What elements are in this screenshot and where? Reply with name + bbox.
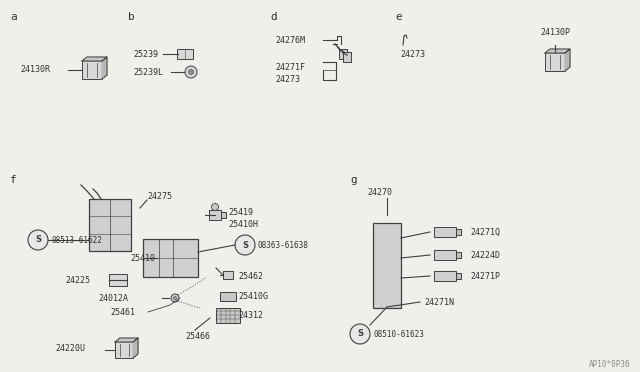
- Bar: [373, 222, 401, 308]
- Text: 24012A: 24012A: [98, 294, 128, 303]
- Text: 08510-61623: 08510-61623: [374, 330, 425, 339]
- Bar: [177, 49, 193, 59]
- Bar: [545, 53, 565, 71]
- Text: S: S: [357, 330, 363, 339]
- Bar: [343, 52, 351, 62]
- Bar: [221, 212, 226, 218]
- Bar: [209, 210, 221, 220]
- Text: S: S: [242, 241, 248, 250]
- Bar: [82, 61, 102, 79]
- Text: 24220U: 24220U: [55, 344, 85, 353]
- Polygon shape: [82, 57, 107, 61]
- Text: 24270: 24270: [367, 188, 392, 197]
- Bar: [89, 199, 131, 251]
- Bar: [434, 227, 456, 237]
- Bar: [434, 250, 456, 260]
- Text: 24273: 24273: [275, 75, 300, 84]
- Circle shape: [171, 294, 179, 302]
- Text: 24273: 24273: [400, 50, 425, 59]
- Text: 24312: 24312: [238, 311, 263, 320]
- Bar: [456, 229, 461, 235]
- Bar: [109, 274, 127, 286]
- Text: b: b: [128, 12, 135, 22]
- Bar: [223, 271, 233, 279]
- Polygon shape: [102, 57, 107, 79]
- Text: 25410H: 25410H: [228, 220, 258, 229]
- Text: 24224D: 24224D: [470, 251, 500, 260]
- Text: g: g: [350, 175, 356, 185]
- Circle shape: [235, 235, 255, 255]
- Text: e: e: [395, 12, 402, 22]
- Bar: [220, 292, 236, 301]
- Text: 24130R: 24130R: [20, 65, 50, 74]
- Text: AP10*0P36: AP10*0P36: [588, 360, 630, 369]
- Circle shape: [173, 296, 177, 299]
- Text: a: a: [10, 12, 17, 22]
- Text: 24130P: 24130P: [540, 28, 570, 37]
- Text: d: d: [270, 12, 276, 22]
- Polygon shape: [545, 49, 570, 53]
- Text: 24225: 24225: [65, 276, 90, 285]
- Text: S: S: [35, 235, 41, 244]
- Text: f: f: [10, 175, 17, 185]
- Text: 08363-61638: 08363-61638: [258, 241, 309, 250]
- Bar: [143, 239, 198, 277]
- Text: 25410G: 25410G: [238, 292, 268, 301]
- Circle shape: [211, 203, 218, 211]
- Text: 24271P: 24271P: [470, 272, 500, 281]
- Polygon shape: [565, 49, 570, 71]
- Text: 25239: 25239: [133, 50, 158, 59]
- Text: 25466: 25466: [185, 332, 210, 341]
- Circle shape: [28, 230, 48, 250]
- Polygon shape: [133, 338, 138, 358]
- Text: 24271Q: 24271Q: [470, 228, 500, 237]
- Circle shape: [185, 66, 197, 78]
- Bar: [456, 252, 461, 258]
- Bar: [115, 342, 133, 358]
- Text: 24271N: 24271N: [424, 298, 454, 307]
- Text: 24275: 24275: [147, 192, 172, 201]
- Text: 24276M: 24276M: [275, 36, 305, 45]
- Text: 25462: 25462: [238, 272, 263, 281]
- Polygon shape: [115, 338, 138, 342]
- Text: 24271F: 24271F: [275, 63, 305, 72]
- Text: 25410: 25410: [130, 254, 155, 263]
- Text: 25461: 25461: [110, 308, 135, 317]
- Bar: [434, 271, 456, 281]
- Text: 25419: 25419: [228, 208, 253, 217]
- Text: 25239L: 25239L: [133, 68, 163, 77]
- Bar: [339, 49, 347, 59]
- Circle shape: [189, 70, 193, 74]
- Bar: [456, 273, 461, 279]
- Circle shape: [350, 324, 370, 344]
- Text: 08513-61622: 08513-61622: [51, 236, 102, 245]
- Bar: [216, 308, 240, 323]
